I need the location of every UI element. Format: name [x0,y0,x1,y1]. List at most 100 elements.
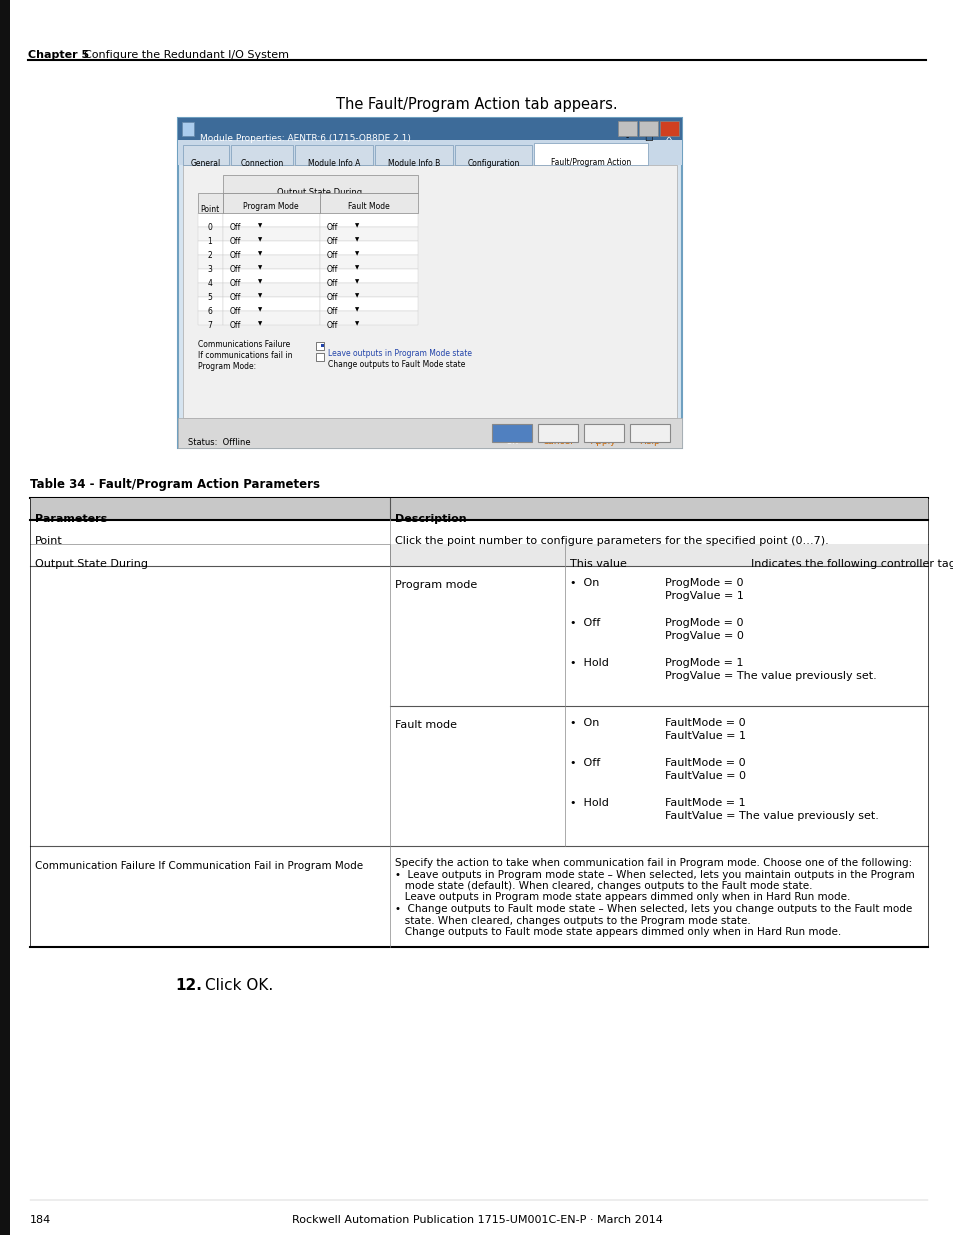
Bar [223,193,319,212]
Text: ▼: ▼ [355,293,359,298]
Bar [319,254,417,269]
Bar [198,311,223,325]
Text: Point: Point [200,205,219,214]
Text: Module Properties: AENTR:6 (1715-OB8DE 2.1): Module Properties: AENTR:6 (1715-OB8DE 2… [200,135,411,143]
Bar [223,254,319,269]
Text: Module Info B: Module Info B [387,159,439,168]
Bar [315,342,324,350]
Text: ▼: ▼ [355,279,359,284]
Text: FaultValue = The value previously set.: FaultValue = The value previously set. [664,811,878,821]
Bar [534,143,647,165]
Text: Program Mode:: Program Mode: [198,362,255,370]
Bar [223,227,319,241]
Bar [198,269,223,283]
Text: ▼: ▼ [257,224,262,228]
Text: FaultValue = 1: FaultValue = 1 [664,731,745,741]
Text: •  Off: • Off [569,758,599,768]
Text: Off: Off [230,321,241,330]
Bar [198,212,223,227]
Text: Off: Off [327,293,338,303]
Text: Program mode: Program mode [395,580,476,590]
Text: 0: 0 [208,224,213,232]
Text: 7: 7 [208,321,213,330]
Bar [319,283,417,296]
Bar [223,212,319,227]
Text: 1: 1 [208,237,213,246]
Text: Apply: Apply [591,437,617,446]
Text: •  On: • On [569,578,598,588]
Bar [0,0,10,1235]
Bar [178,119,681,140]
Text: Click OK.: Click OK. [205,978,273,993]
Bar [455,144,532,165]
Text: 3: 3 [208,266,213,274]
Text: ▼: ▼ [257,266,262,270]
Text: The Fault/Program Action tab appears.: The Fault/Program Action tab appears. [335,98,618,112]
Text: Leave outputs in Program Mode state: Leave outputs in Program Mode state [328,350,472,358]
Text: Point: Point [35,536,63,546]
Text: Off: Off [230,308,241,316]
Text: Off: Off [327,321,338,330]
Text: Change outputs to Fault Mode state: Change outputs to Fault Mode state [328,359,465,369]
Text: FaultMode = 1: FaultMode = 1 [664,798,745,808]
Text: Off: Off [327,237,338,246]
Text: Fault Mode: Fault Mode [348,203,390,211]
Bar [223,241,319,254]
Text: •  Hold: • Hold [569,658,608,668]
Text: Help: Help [639,437,659,446]
Text: Communications Failure: Communications Failure [198,340,290,350]
Text: ▼: ▼ [355,251,359,256]
Text: Chapter 5: Chapter 5 [28,49,89,61]
Bar [30,498,927,520]
Text: Specify the action to take when communication fail in Program mode. Choose one o: Specify the action to take when communic… [395,858,911,868]
Text: Off: Off [327,251,338,261]
Text: Off: Off [327,279,338,288]
Text: Table 34 - Fault/Program Action Parameters: Table 34 - Fault/Program Action Paramete… [30,478,319,492]
Text: Description: Description [395,514,466,524]
Text: If communications fail in: If communications fail in [198,351,293,359]
Text: Fault/Program Action: Fault/Program Action [551,158,631,167]
Text: ▼: ▼ [257,237,262,242]
Bar [659,121,679,136]
Bar [639,121,658,136]
Text: ProgMode = 0: ProgMode = 0 [664,618,742,629]
Text: ▼: ▼ [355,266,359,270]
Bar [319,269,417,283]
Text: Output State During: Output State During [35,559,148,569]
Text: Fault mode: Fault mode [395,720,456,730]
Bar [583,424,623,442]
Bar [319,296,417,311]
Text: •  On: • On [569,718,598,727]
Bar [629,424,669,442]
Text: Program Mode: Program Mode [243,203,298,211]
Text: Off: Off [327,308,338,316]
Text: ▼: ▼ [257,251,262,256]
Text: 4: 4 [208,279,213,288]
Text: ▼: ▼ [257,308,262,312]
Text: 5: 5 [208,293,213,303]
Bar [319,193,417,212]
Text: Configure the Redundant I/O System: Configure the Redundant I/O System [84,49,289,61]
Text: Click the point number to configure parameters for the specified point (0…7).: Click the point number to configure para… [395,536,828,546]
Bar [223,175,417,193]
Bar [319,227,417,241]
Bar [492,424,532,442]
Text: ProgMode = 1: ProgMode = 1 [664,658,742,668]
Text: mode state (default). When cleared, changes outputs to the Fault mode state.: mode state (default). When cleared, chan… [395,881,812,890]
Text: General: General [191,159,221,168]
Bar [315,353,324,361]
Text: Off: Off [230,224,241,232]
Bar [375,144,452,165]
Text: Off: Off [230,251,241,261]
Text: Off: Off [327,224,338,232]
Bar [198,296,223,311]
Text: ProgMode = 0: ProgMode = 0 [664,578,742,588]
Text: 12.: 12. [174,978,202,993]
Text: Module Info A: Module Info A [308,159,360,168]
Text: 6: 6 [208,308,213,316]
Bar [232,144,294,165]
Text: OK: OK [505,437,517,446]
Bar [319,311,417,325]
Bar [198,193,223,212]
Text: Off: Off [327,266,338,274]
